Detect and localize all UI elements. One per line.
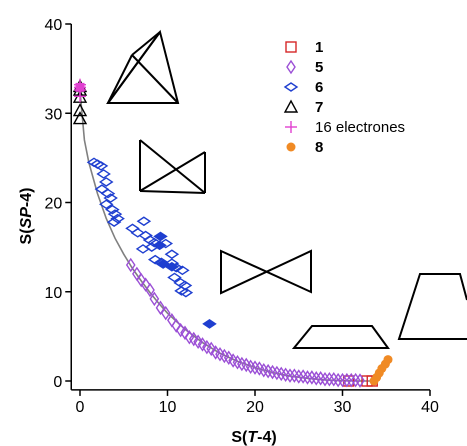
data-point-s6_filled: [164, 261, 180, 272]
square-planar-drawing: [397, 273, 467, 340]
data-point-s6: [135, 244, 151, 254]
legend-label-s16: 16 electrones: [315, 119, 405, 136]
data-point-s6: [103, 193, 118, 203]
series-s8: [369, 355, 393, 386]
tetrahedron-drawing: [106, 29, 180, 104]
chart-axes: 0 10 20 30 40 0 10 20 30 40: [44, 17, 439, 416]
data-point-s5: [145, 282, 155, 298]
seesaw-drawing: [139, 139, 206, 194]
x-axis-title: S(T-4): [231, 429, 276, 446]
data-point-s5: [125, 257, 136, 273]
y-axis-title: S(SP-4): [18, 188, 35, 245]
legend-marker-s7: [283, 99, 299, 113]
data-point-s5: [333, 372, 343, 388]
data-point-s6: [147, 254, 163, 265]
legend-marker-s8: [286, 142, 296, 152]
y-tick-label: 20: [44, 196, 62, 213]
y-tick-label: 40: [44, 17, 62, 34]
x-tick-label: 20: [246, 399, 264, 416]
data-point-s6: [98, 177, 114, 187]
data-point-s5: [136, 272, 147, 288]
data-point-s5: [160, 305, 171, 321]
y-tick-label: 10: [44, 285, 62, 302]
data-point-s6: [177, 280, 193, 291]
legend-marker-s5: [286, 59, 296, 75]
data-point-s5: [355, 373, 365, 388]
legend-marker-s1: [285, 41, 297, 53]
flat-trapezoid-drawing: [291, 325, 390, 349]
legend-label-s5: 5: [315, 59, 323, 76]
legend-label-s7: 7: [315, 99, 323, 116]
data-point-s5: [180, 325, 190, 341]
x-tick-label: 0: [76, 399, 85, 416]
data-point-s6: [138, 230, 153, 241]
data-point-s5: [346, 372, 357, 388]
data-point-s5: [285, 368, 295, 383]
data-point-s6_filled: [153, 231, 168, 242]
data-point-s6: [96, 169, 111, 179]
series-s6: [86, 157, 194, 298]
data-point-s6: [93, 161, 109, 171]
data-point-s5: [171, 318, 182, 333]
data-point-s5: [311, 371, 322, 386]
geometry-drawings: [106, 29, 467, 349]
data-point-s6: [130, 228, 146, 238]
data-point-s6: [110, 213, 125, 224]
data-point-s6: [136, 216, 152, 227]
data-point-s7: [72, 111, 88, 125]
legend-label-s8: 8: [315, 139, 323, 156]
data-point-s5: [293, 369, 304, 384]
x-tick-label: 40: [421, 399, 439, 416]
y-tick-label: 30: [44, 106, 62, 123]
data-point-s5: [320, 371, 330, 387]
data-point-s6_filled: [202, 319, 217, 329]
data-point-s5: [342, 372, 352, 388]
data-point-s6: [178, 287, 194, 298]
data-point-s6: [107, 209, 123, 219]
data-point-s6: [105, 204, 120, 215]
data-point-s5: [337, 372, 348, 388]
data-point-s5: [206, 341, 217, 357]
legend-marker-s6: [283, 82, 299, 92]
data-point-s6: [100, 188, 116, 199]
series-s16f: [75, 82, 85, 92]
data-points: [72, 78, 393, 388]
data-point-s5: [302, 370, 313, 385]
data-point-s6: [164, 249, 180, 260]
y-tick-label: 0: [53, 374, 62, 391]
data-point-s7: [72, 103, 88, 117]
data-point-s5: [155, 300, 166, 316]
data-point-s5: [324, 371, 335, 387]
legend-label-s1: 1: [315, 39, 323, 56]
legend-marker-s16: [285, 121, 297, 133]
data-point-s5: [149, 291, 160, 307]
data-point-s6: [175, 265, 190, 276]
data-point-s6: [106, 217, 122, 227]
data-point-s6: [167, 272, 182, 283]
data-point-s8: [383, 355, 393, 365]
x-tick-label: 10: [159, 399, 177, 416]
data-point-s6: [174, 286, 189, 296]
bowtie-drawing: [220, 249, 312, 295]
legend-label-s6: 6: [315, 79, 323, 96]
x-tick-label: 30: [334, 399, 352, 416]
data-point-s6_filled: [152, 240, 167, 251]
data-point-s16f: [75, 82, 85, 92]
data-point-s6: [98, 199, 114, 210]
series-s5: [125, 257, 365, 388]
series-s6_filled: [152, 231, 217, 329]
data-point-s6: [125, 223, 140, 234]
chart-legend: 1 5 6 7 16 electrones 8: [283, 39, 405, 156]
